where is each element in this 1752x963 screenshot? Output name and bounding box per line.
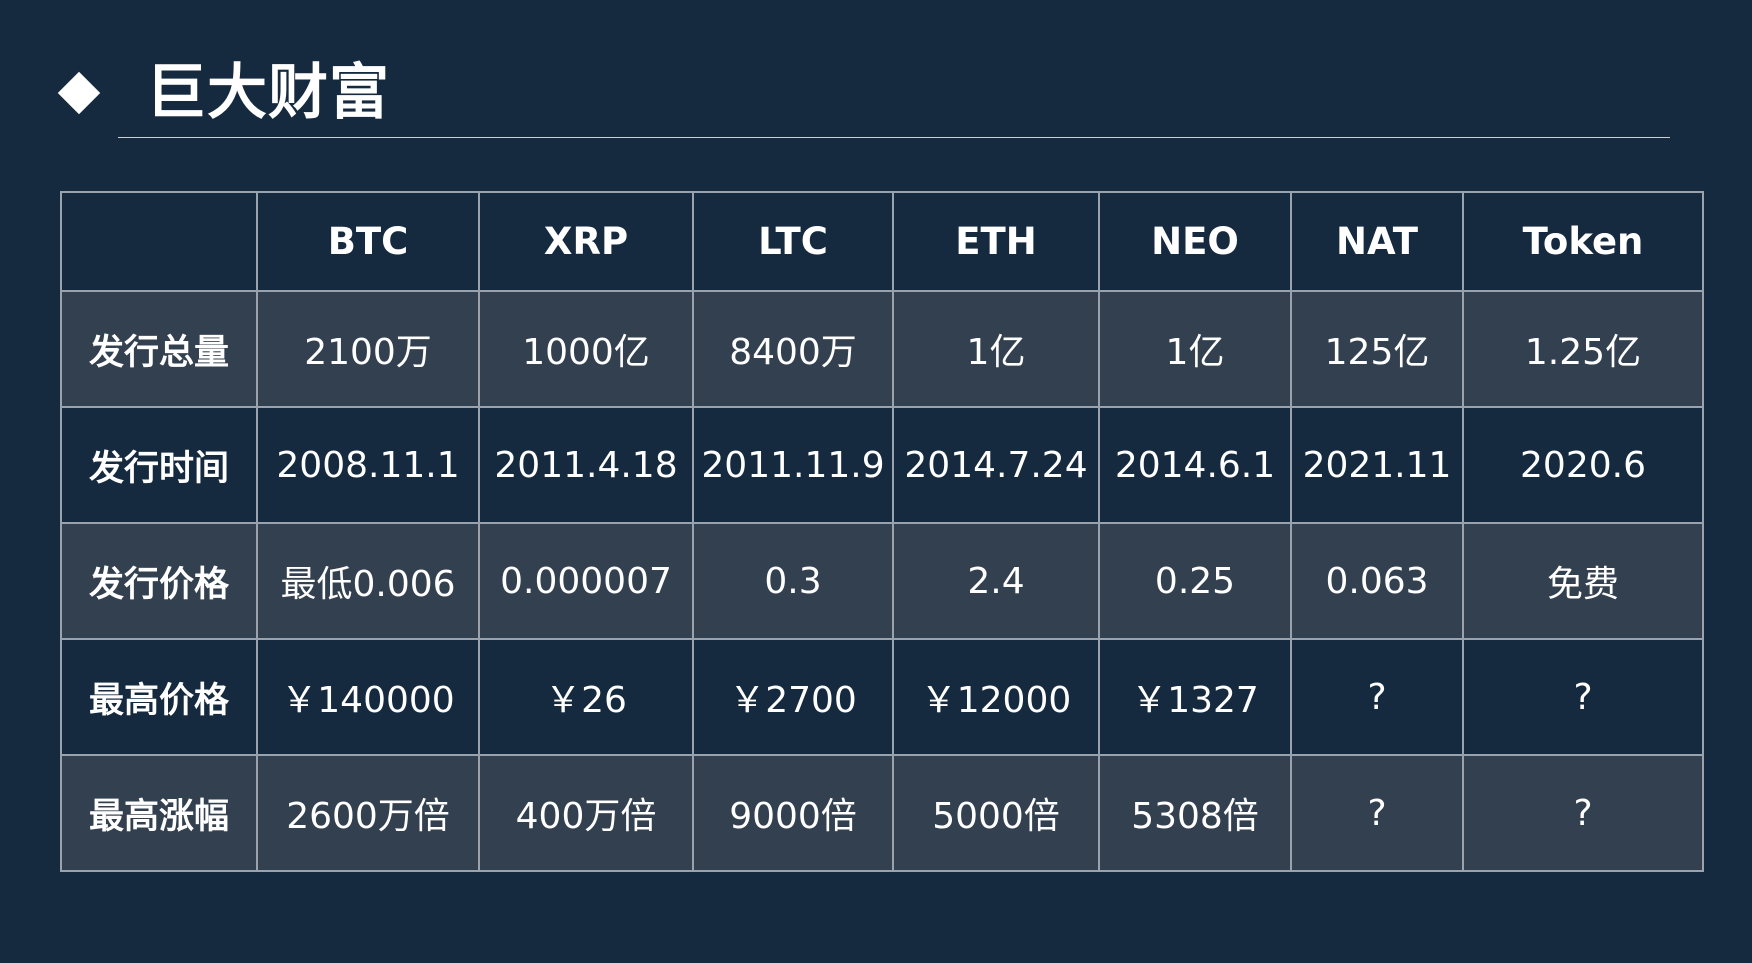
table-cell: ￥140000 [256, 638, 480, 756]
table-cell: 0.3 [692, 522, 894, 640]
row-label: 发行时间 [60, 406, 258, 524]
column-header-eth: ETH [892, 191, 1100, 292]
row-label: 最高涨幅 [60, 754, 258, 872]
table-cell: ￥2700 [692, 638, 894, 756]
table-row-issue-date: 发行时间 2008.11.1 2011.4.18 2011.11.9 2014.… [60, 406, 1704, 524]
column-header-btc: BTC [256, 191, 480, 292]
table-cell: 400万倍 [478, 754, 694, 872]
table-cell: ￥26 [478, 638, 694, 756]
table-cell: 免费 [1462, 522, 1704, 640]
column-header-nat: NAT [1290, 191, 1464, 292]
row-label: 发行总量 [60, 290, 258, 408]
table-cell: 125亿 [1290, 290, 1464, 408]
table-cell: 2011.11.9 [692, 406, 894, 524]
table-cell: 0.000007 [478, 522, 694, 640]
title-underline [118, 137, 1670, 138]
table-cell: ? [1462, 754, 1704, 872]
table-cell: 0.063 [1290, 522, 1464, 640]
table-cell: 2600万倍 [256, 754, 480, 872]
slide-title: 巨大财富 [146, 58, 390, 128]
table-cell: 2.4 [892, 522, 1100, 640]
column-header-neo: NEO [1098, 191, 1292, 292]
column-header-ltc: LTC [692, 191, 894, 292]
table-row-total-supply: 发行总量 2100万 1000亿 8400万 1亿 1亿 125亿 1.25亿 [60, 290, 1704, 408]
table-row-issue-price: 发行价格 最低0.006 0.000007 0.3 2.4 0.25 0.063… [60, 522, 1704, 640]
comparison-table: BTC XRP LTC ETH NEO NAT Token 发行总量 2100万… [60, 191, 1704, 872]
table-cell: 8400万 [692, 290, 894, 408]
title-row: 巨大财富 [57, 48, 390, 138]
table-cell: ? [1462, 638, 1704, 756]
table-cell: 2014.6.1 [1098, 406, 1292, 524]
table-cell: ￥12000 [892, 638, 1100, 756]
table-cell: 0.25 [1098, 522, 1292, 640]
table-cell: 1亿 [892, 290, 1100, 408]
diamond-bullet-icon [57, 71, 101, 115]
table-cell: 2014.7.24 [892, 406, 1100, 524]
table-cell: 2020.6 [1462, 406, 1704, 524]
table-cell: 5000倍 [892, 754, 1100, 872]
table-cell: 1000亿 [478, 290, 694, 408]
table-cell: ? [1290, 754, 1464, 872]
table-cell: ? [1290, 638, 1464, 756]
table-row-max-gain: 最高涨幅 2600万倍 400万倍 9000倍 5000倍 5308倍 ? ? [60, 754, 1704, 872]
table-cell: 9000倍 [692, 754, 894, 872]
row-label: 最高价格 [60, 638, 258, 756]
header-corner-cell [60, 191, 258, 292]
table-cell: 2100万 [256, 290, 480, 408]
table-cell: 2021.11 [1290, 406, 1464, 524]
table-cell: 1亿 [1098, 290, 1292, 408]
table-cell: 5308倍 [1098, 754, 1292, 872]
column-header-xrp: XRP [478, 191, 694, 292]
table-cell: 2008.11.1 [256, 406, 480, 524]
table-cell: 最低0.006 [256, 522, 480, 640]
row-label: 发行价格 [60, 522, 258, 640]
column-header-token: Token [1462, 191, 1704, 292]
table-row-highest-price: 最高价格 ￥140000 ￥26 ￥2700 ￥12000 ￥1327 ? ? [60, 638, 1704, 756]
table-cell: ￥1327 [1098, 638, 1292, 756]
table-cell: 1.25亿 [1462, 290, 1704, 408]
table-header-row: BTC XRP LTC ETH NEO NAT Token [60, 191, 1704, 292]
table-cell: 2011.4.18 [478, 406, 694, 524]
